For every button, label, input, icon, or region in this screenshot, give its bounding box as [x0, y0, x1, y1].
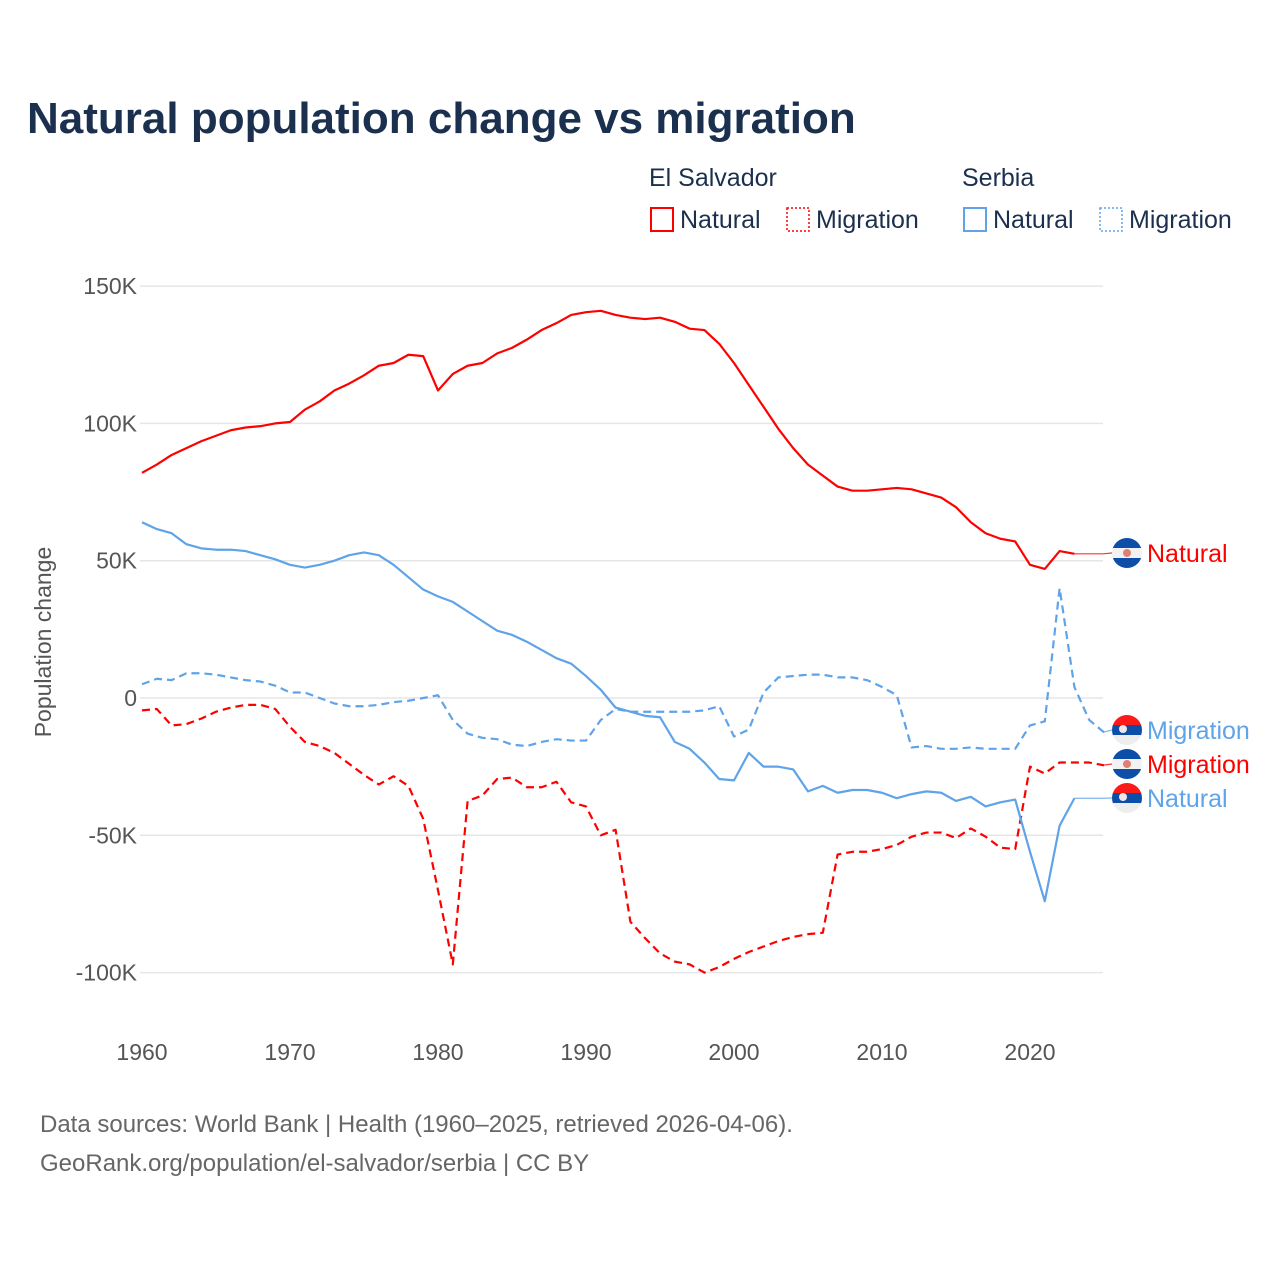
- flag-stripe: [1112, 558, 1142, 569]
- chart-title: Natural population change vs migration: [27, 94, 856, 143]
- y-tick-label: 50K: [96, 548, 138, 574]
- series-line-el-salvador-natural: [142, 311, 1074, 569]
- end-label: Migration: [1147, 717, 1250, 745]
- legend-swatch-es-natural: [651, 208, 673, 231]
- y-tick-label: 150K: [83, 273, 137, 299]
- y-tick-label: -100K: [76, 960, 138, 986]
- el-salvador-flag-icon: [1112, 538, 1142, 569]
- legend: El Salvador Serbia Natural Migration Nat…: [649, 164, 1232, 234]
- legend-label-es-migration[interactable]: Migration: [816, 206, 919, 234]
- x-tick-label: 1970: [264, 1039, 315, 1065]
- y-tick-label: -50K: [88, 822, 137, 848]
- flag-emblem: [1123, 760, 1131, 768]
- end-labels: Natural Migration Migration Natural: [1112, 538, 1250, 814]
- y-tick-label: 100K: [83, 410, 137, 436]
- y-tick-label: 0: [124, 685, 137, 711]
- flag-stripe: [1112, 725, 1142, 736]
- el-salvador-flag-icon: [1112, 749, 1142, 780]
- series-line-el-salvador-migration: [142, 705, 1104, 973]
- legend-label-es-natural[interactable]: Natural: [680, 206, 761, 234]
- legend-swatch-es-migration: [787, 208, 809, 231]
- x-axis: 1960 1970 1980 1990 2000 2010 2020: [116, 1039, 1055, 1065]
- legend-label-rs-natural[interactable]: Natural: [993, 206, 1074, 234]
- x-tick-label: 2020: [1004, 1039, 1055, 1065]
- connector-line: [1103, 730, 1112, 732]
- flag-emblem: [1123, 549, 1131, 557]
- legend-group-serbia: Serbia: [962, 164, 1034, 192]
- end-label: Migration: [1147, 751, 1250, 779]
- legend-group-el-salvador: El Salvador: [649, 164, 777, 192]
- footer-sources: Data sources: World Bank | Health (1960–…: [40, 1111, 793, 1138]
- flag-stripe: [1112, 793, 1142, 804]
- y-axis: 150K 100K 50K 0 -50K -100K: [76, 273, 138, 986]
- connector-line: [1103, 764, 1112, 765]
- y-axis-label: Population change: [30, 547, 56, 738]
- footer-attribution[interactable]: GeoRank.org/population/el-salvador/serbi…: [40, 1150, 589, 1177]
- flag-emblem: [1119, 793, 1127, 801]
- flag-emblem: [1119, 725, 1127, 733]
- x-tick-label: 2010: [856, 1039, 907, 1065]
- flag-stripe: [1112, 749, 1142, 760]
- legend-swatch-rs-natural: [964, 208, 986, 231]
- series-lines: [142, 311, 1112, 973]
- flag-stripe: [1112, 769, 1142, 780]
- flag-stripe: [1112, 735, 1142, 746]
- connector-line: [1074, 553, 1112, 554]
- flag-stripe: [1112, 538, 1142, 549]
- x-tick-label: 1960: [116, 1039, 167, 1065]
- x-tick-label: 2000: [708, 1039, 759, 1065]
- legend-swatch-rs-migration: [1100, 208, 1122, 231]
- flag-stripe: [1112, 783, 1142, 794]
- series-line-serbia-natural: [142, 522, 1074, 901]
- serbia-flag-icon: [1112, 783, 1142, 814]
- end-label: Natural: [1147, 540, 1228, 568]
- x-tick-label: 1990: [560, 1039, 611, 1065]
- series-line-serbia-migration: [142, 588, 1104, 749]
- legend-label-rs-migration[interactable]: Migration: [1129, 206, 1232, 234]
- flag-stripe: [1112, 715, 1142, 726]
- end-label: Natural: [1147, 785, 1228, 813]
- x-tick-label: 1980: [412, 1039, 463, 1065]
- serbia-flag-icon: [1112, 715, 1142, 746]
- flag-stripe: [1112, 803, 1142, 814]
